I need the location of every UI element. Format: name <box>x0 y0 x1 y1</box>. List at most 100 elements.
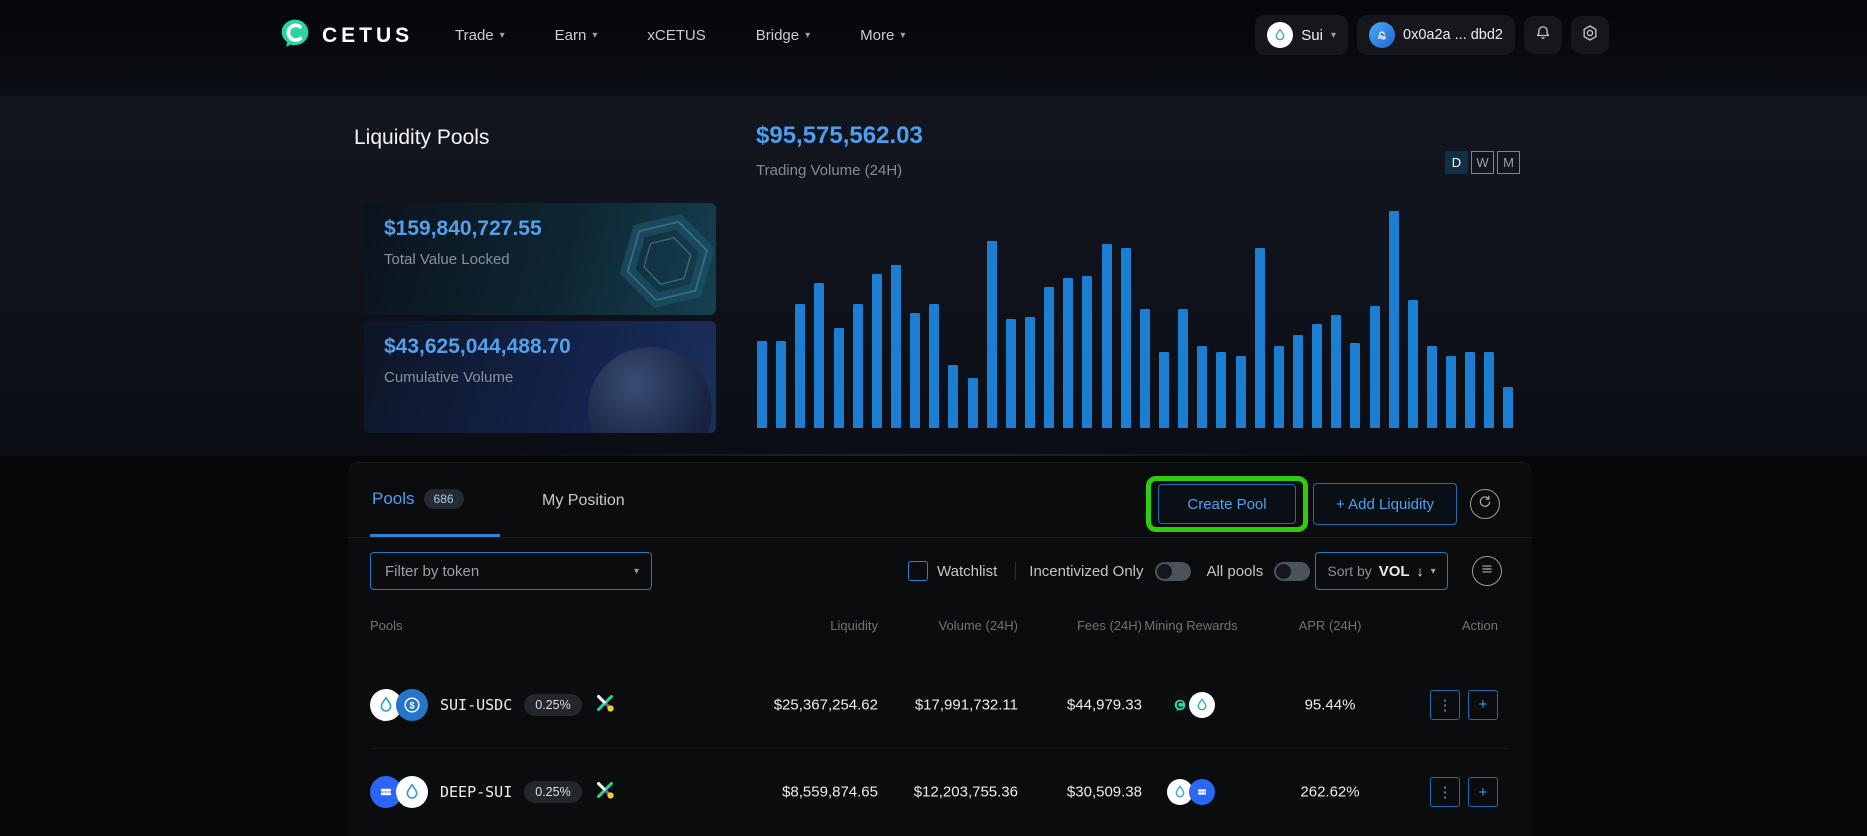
toggle-knob <box>1156 563 1172 579</box>
sort-direction-icon: ↓ <box>1416 563 1424 579</box>
pool-menu-button[interactable]: ⋮ <box>1430 689 1460 720</box>
divider <box>1015 562 1017 580</box>
nav-item-trade[interactable]: Trade ▾ <box>455 27 505 44</box>
volume-bar <box>1101 244 1112 428</box>
nav-item-label: xCETUS <box>647 26 706 44</box>
nav-item-bridge[interactable]: Bridge ▾ <box>756 27 810 44</box>
tab-my-position[interactable]: My Position <box>542 492 625 509</box>
wallet-button[interactable]: 0x0a2a ... dbd2 <box>1357 15 1515 55</box>
column-header-apr: APR (24H) <box>1298 618 1362 633</box>
volume-bar <box>1254 248 1265 428</box>
sui-network-icon <box>1267 22 1294 48</box>
filter-token-select[interactable]: Filter by token ▾ <box>370 552 652 590</box>
tab-pools[interactable]: Pools 686 <box>372 489 464 509</box>
trading-volume-label: Trading Volume (24H) <box>756 162 903 179</box>
watchlist-checkbox[interactable] <box>908 561 928 581</box>
volume-bar <box>1197 346 1208 428</box>
wallet-address: 0x0a2a ... dbd2 <box>1403 27 1503 43</box>
chevron-down-icon: ▾ <box>805 29 811 41</box>
nav-item-label: More <box>860 26 895 44</box>
fee-tier-badge: 0.25% <box>524 693 582 716</box>
volume-bar <box>1273 346 1284 428</box>
settings-button[interactable] <box>1571 16 1609 54</box>
pool-cell: DEEP-SUI 0.25% <box>370 776 630 808</box>
pools-table: $ SUI-USDC 0.25% $25,367,254.62 $17,991,732.… <box>370 661 1510 835</box>
volume-bar <box>948 365 959 428</box>
column-header-act: Action <box>1461 618 1498 633</box>
chevron-down-icon: ▾ <box>633 565 639 577</box>
cetus-logo[interactable]: CETUS <box>278 16 413 55</box>
volume-bar <box>929 304 940 428</box>
refresh-button[interactable] <box>1470 489 1500 519</box>
tvl-card: $159,840,727.55 Total Value Locked <box>364 203 716 315</box>
volume-bar <box>1426 346 1437 428</box>
network-selector[interactable]: Sui ▾ <box>1255 15 1349 55</box>
incentivized-only-toggle[interactable] <box>1154 561 1191 581</box>
volume-bar <box>1465 352 1476 428</box>
pools-count-badge: 686 <box>423 489 464 509</box>
filter-token-placeholder: Filter by token <box>385 562 480 580</box>
chevron-down-icon: ▾ <box>592 29 598 41</box>
volume-bar <box>1120 248 1131 428</box>
range-button-m[interactable]: M <box>1497 151 1520 174</box>
pool-cell: $ SUI-USDC 0.25% <box>370 688 630 721</box>
notifications-button[interactable] <box>1524 16 1562 54</box>
column-header-fees: Fees (24H) <box>1076 618 1142 633</box>
sui-token-icon <box>1189 691 1215 718</box>
column-header-pools: Pools <box>370 618 403 633</box>
range-button-d[interactable]: D <box>1445 151 1468 174</box>
volume-value: $12,203,755.36 <box>913 783 1018 801</box>
sort-by-label: Sort by <box>1327 563 1372 579</box>
usdc-token-icon: $ <box>396 688 428 721</box>
router-aggregator-icon <box>594 779 616 805</box>
list-view-button[interactable] <box>1472 556 1502 586</box>
volume-bar <box>833 328 844 428</box>
nav-item-xcetus[interactable]: xCETUS <box>647 27 705 44</box>
pair-name: DEEP-SUI <box>440 783 513 801</box>
pool-add-liquidity-button[interactable]: + <box>1468 777 1498 807</box>
volume-bar <box>1407 300 1418 428</box>
nav-item-earn[interactable]: Earn ▾ <box>555 27 598 44</box>
sui-token-icon <box>396 776 428 808</box>
chevron-down-icon: ▾ <box>1330 29 1337 41</box>
nav-item-label: Trade <box>455 26 494 44</box>
volume-bar <box>890 265 901 428</box>
volume-bar <box>1369 306 1380 428</box>
volume-bar <box>1331 315 1342 428</box>
range-button-w[interactable]: W <box>1471 151 1494 174</box>
pair-token-icons: $ <box>370 688 428 721</box>
volume-bar <box>1082 276 1093 428</box>
filter-controls: Watchlist Incentivized Only All pools <box>908 552 1311 590</box>
chevron-down-icon: ▾ <box>900 29 906 41</box>
volume-bar <box>1503 387 1514 428</box>
chevron-down-icon: ▾ <box>1430 565 1436 577</box>
pool-menu-button[interactable]: ⋮ <box>1430 777 1460 807</box>
nav-item-more[interactable]: More ▾ <box>860 27 905 44</box>
incentivized-only-label: Incentivized Only <box>1029 562 1144 580</box>
all-pools-toggle[interactable] <box>1274 561 1311 581</box>
wallet-avatar <box>1369 22 1396 48</box>
navbar: CETUS Trade ▾ Earn ▾ xCETUS Bridge ▾ More ▾ Sui … <box>0 0 1867 96</box>
create-pool-button[interactable]: Create Pool <box>1158 484 1296 524</box>
svg-text:$: $ <box>409 700 414 710</box>
nav-item-label: Earn <box>554 26 587 44</box>
sui-token-icon <box>1167 779 1193 805</box>
sort-by-button[interactable]: Sort by VOL ↓ ▾ <box>1315 552 1448 590</box>
navbar-right: Sui ▾ 0x0a2a ... dbd2 <box>1255 15 1609 55</box>
brand-name: CETUS <box>322 23 414 47</box>
table-row-deep-sui[interactable]: DEEP-SUI 0.25% $8,559,874.65 $12,203,755.36… <box>370 748 1510 835</box>
volume-bar <box>1063 278 1074 428</box>
active-tab-underline <box>370 534 500 537</box>
main-nav: Trade ▾ Earn ▾ xCETUS Bridge ▾ More ▾ <box>455 0 905 70</box>
pool-add-liquidity-button[interactable]: + <box>1468 689 1498 720</box>
volume-bar <box>1484 352 1495 428</box>
sort-value: VOL <box>1378 562 1410 580</box>
table-row-sui-usdc[interactable]: $ SUI-USDC 0.25% $25,367,254.62 $17,991,732.… <box>370 661 1510 748</box>
cumulative-volume-label: Cumulative Volume <box>384 369 514 386</box>
all-pools-label: All pools <box>1206 562 1264 580</box>
column-header-vol: Volume (24H) <box>938 618 1018 633</box>
add-liquidity-button[interactable]: + Add Liquidity <box>1313 483 1457 525</box>
deep-token-icon <box>1189 779 1215 805</box>
